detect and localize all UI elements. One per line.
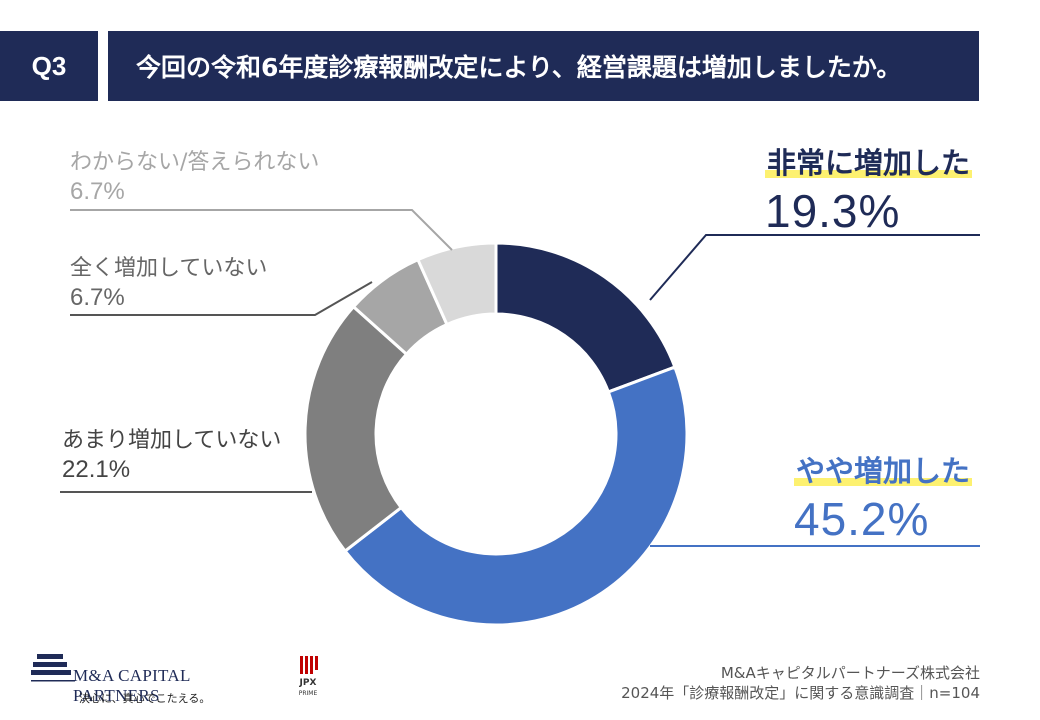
slice-not-much-increased (303, 304, 409, 554)
label-not-increased-at-all-value: 6.7% (70, 284, 125, 311)
label-very-increased: 非常に増加した 19.3% (764, 140, 972, 238)
slice-somewhat-increased (342, 365, 689, 627)
jpx-text: JPX (299, 678, 317, 688)
slice-very-increased (494, 241, 677, 394)
source-company: M&Aキャピタルパートナーズ株式会社 (720, 664, 980, 682)
label-not-increased-at-all-name: 全く増加していない (70, 256, 268, 281)
label-somewhat-increased-name: やや増加した (793, 448, 972, 490)
jpx-prime-badge: JPX PRIME (288, 654, 328, 700)
label-dont-know-name: わからない/答えられない (70, 150, 320, 175)
question-number-badge: Q3 (0, 31, 98, 101)
company-logo: M&A CAPITAL PARTNERS 決心に、真心でこたえる。 (31, 648, 271, 708)
label-somewhat-increased: やや増加した 45.2% (793, 448, 972, 546)
company-logo-icon (31, 654, 75, 682)
jpx-subtext: PRIME (298, 690, 318, 697)
label-somewhat-increased-value: 45.2% (793, 493, 930, 545)
source-survey: 2024年「診療報酬改定」に関する意識調査｜n=104 (621, 684, 980, 702)
label-not-increased-at-all: 全く増加していない 6.7% (70, 250, 267, 312)
leader-very-increased (649, 234, 980, 301)
label-dont-know-value: 6.7% (70, 178, 125, 205)
label-not-much-increased-name: あまり増加していない (62, 428, 282, 453)
leader-not-increased-at-all (70, 281, 373, 316)
slice-dont-know (415, 241, 498, 327)
label-very-increased-name: 非常に増加した (764, 140, 972, 182)
label-dont-know: わからない/答えられない 6.7% (70, 144, 319, 206)
leader-dont-know (70, 209, 453, 251)
label-not-much-increased-value: 22.1% (62, 456, 131, 483)
label-very-increased-value: 19.3% (764, 185, 901, 237)
company-logo-name: M&A CAPITAL PARTNERS (73, 666, 191, 705)
company-logo-tagline: 決心に、真心でこたえる。 (79, 692, 211, 705)
jpx-logo-icon (300, 656, 318, 674)
question-title: 今回の令和6年度診療報酬改定により、経営課題は増加しましたか。 (108, 31, 979, 101)
label-not-much-increased: あまり増加していない 22.1% (62, 422, 281, 484)
source-note: M&Aキャピタルパートナーズ株式会社 2024年「診療報酬改定」に関する意識調査… (621, 663, 980, 703)
